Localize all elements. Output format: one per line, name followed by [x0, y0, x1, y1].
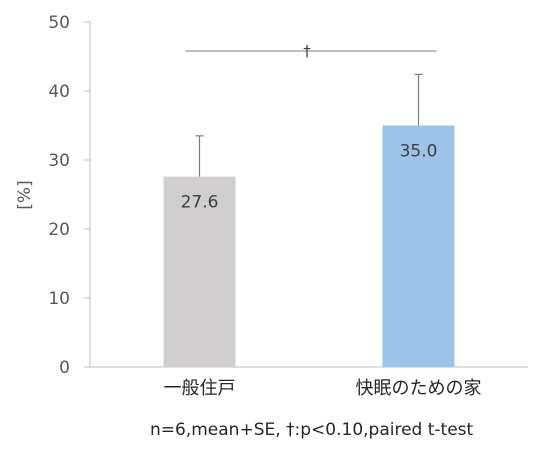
- x-tick-label: 一般住戸: [164, 378, 236, 399]
- y-tick-label: 50: [48, 13, 70, 33]
- bar: [163, 176, 236, 367]
- bar: [382, 125, 455, 367]
- y-axis-label: [%]: [15, 180, 35, 209]
- y-tick-label: 30: [48, 151, 70, 171]
- y-tick-label: 10: [48, 289, 70, 309]
- x-tick-label: 快眠のための家: [356, 378, 482, 399]
- y-tick-label: 0: [59, 358, 70, 378]
- y-tick-label: 20: [48, 220, 70, 240]
- data-label: 27.6: [181, 193, 219, 213]
- significance-marker: †: [303, 42, 311, 60]
- chart-footnote: n=6,mean+SE, †:p<0.10,paired t-test: [150, 420, 474, 440]
- data-label: 35.0: [400, 142, 438, 162]
- y-tick-label: 40: [48, 82, 70, 102]
